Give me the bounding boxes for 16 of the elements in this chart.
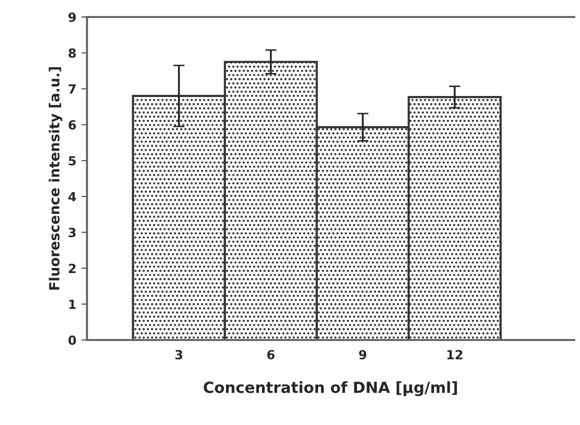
x-tick-label: 6 (267, 350, 275, 360)
y-tick-label: 6 (68, 120, 76, 130)
y-tick-label: 4 (68, 192, 76, 202)
x-tick-label: 9 (359, 350, 366, 360)
y-axis-title: Fluorescence intensity [a.u.] (48, 67, 62, 290)
y-tick-label: 5 (68, 156, 76, 166)
y-tick-label: 9 (68, 12, 76, 22)
y-tick-label: 3 (68, 228, 76, 238)
y-tick-label: 0 (68, 335, 76, 345)
y-tick-label: 2 (68, 264, 76, 273)
y-tick-label: 8 (68, 48, 76, 58)
x-tick-label: 3 (175, 350, 182, 360)
x-tick-label: 12 (447, 350, 462, 360)
x-axis-title: Concentration of DNA [µg/ml] (204, 381, 457, 396)
y-tick-label: 1 (69, 300, 76, 309)
y-tick-label: 7 (68, 84, 76, 94)
